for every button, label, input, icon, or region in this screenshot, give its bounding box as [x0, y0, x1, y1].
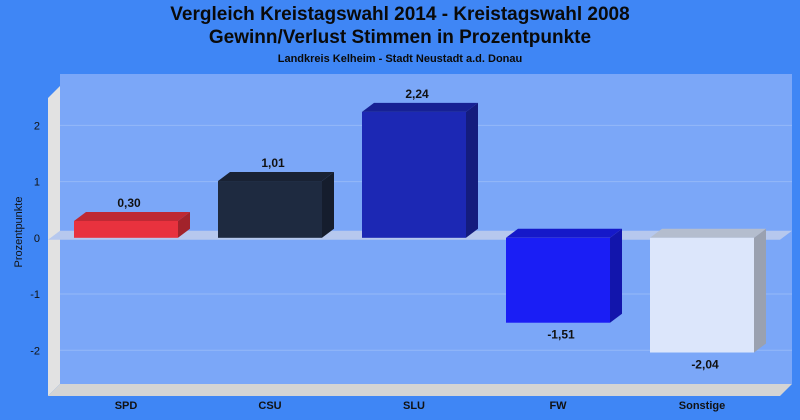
x-tick-label: FW [549, 400, 567, 412]
x-tick-label: Sonstige [679, 400, 725, 412]
chart-caption: Landkreis Kelheim - Stadt Neustadt a.d. … [277, 53, 523, 65]
data-label: -1,51 [547, 328, 575, 342]
x-tick-label: SLU [403, 400, 425, 412]
bar [74, 220, 178, 238]
bar-top [650, 228, 766, 238]
bar-side [754, 228, 766, 353]
y-tick-label: -2 [30, 345, 40, 357]
chart-title: Vergleich Kreistagswahl 2014 - Kreistags… [170, 4, 630, 25]
floor [48, 384, 792, 396]
x-tick-label: CSU [258, 400, 281, 412]
bar-top [506, 228, 622, 238]
bar [506, 237, 610, 323]
y-tick-label: 0 [34, 233, 40, 245]
bar-top [218, 172, 334, 182]
bar [362, 111, 466, 238]
y-tick-label: 1 [34, 177, 40, 189]
bar [218, 181, 322, 238]
bar [650, 237, 754, 353]
x-tick-label: SPD [115, 400, 138, 412]
data-label: 2,24 [405, 87, 429, 101]
data-label: 1,01 [261, 156, 285, 170]
bar-side [322, 172, 334, 238]
bar-side [466, 102, 478, 238]
y-tick-label: -1 [30, 289, 40, 301]
y-tick-label: 2 [34, 120, 40, 132]
bar-side [610, 228, 622, 323]
chart-subtitle: Gewinn/Verlust Stimmen in Prozentpunkte [208, 27, 592, 48]
bar-side [178, 211, 190, 238]
bar-top [362, 102, 478, 112]
bar-top [74, 211, 190, 221]
data-label: 0,30 [117, 196, 141, 210]
data-label: -2,04 [691, 358, 719, 372]
y-axis-label: Prozentpunkte [13, 197, 25, 268]
left-wall [48, 86, 60, 396]
